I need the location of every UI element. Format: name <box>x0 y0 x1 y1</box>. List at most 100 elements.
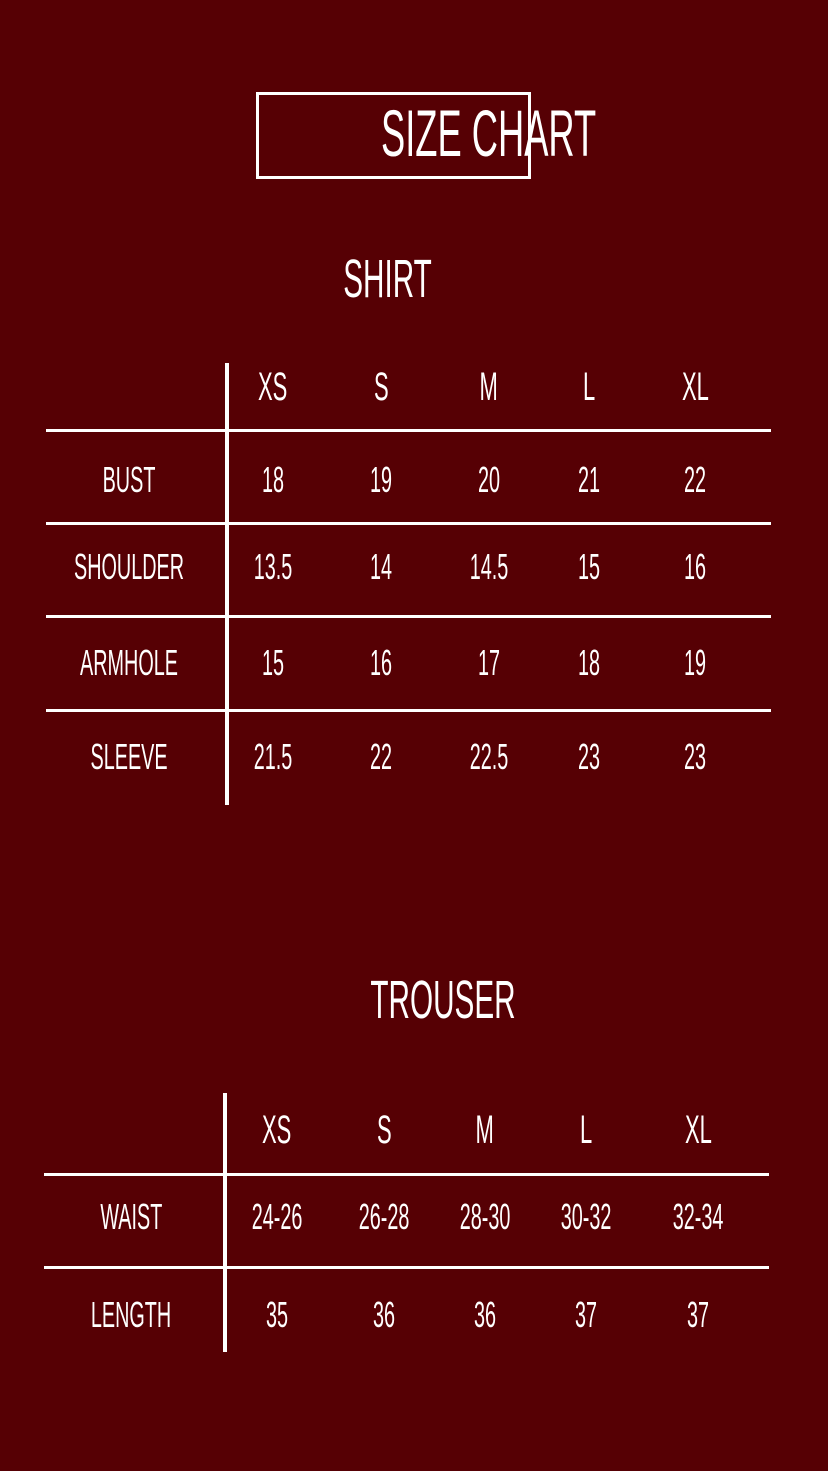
row-label: ARMHOLE <box>29 645 229 681</box>
measurement-cell: 30-32 <box>486 1199 686 1235</box>
measurement-cell-text: 28-30 <box>459 1196 511 1237</box>
measurement-cell-text: 16 <box>683 546 707 587</box>
measurement-cell: 28-30 <box>385 1199 585 1235</box>
measurement-cell: 37 <box>486 1297 686 1333</box>
size-header-text: XL <box>684 1108 712 1152</box>
measurement-cell-text: 19 <box>369 459 393 500</box>
measurement-cell-text: 36 <box>473 1294 497 1335</box>
size-header: XL <box>598 1110 798 1150</box>
size-header-text: XS <box>258 365 288 409</box>
row-label-text: WAIST <box>100 1196 162 1237</box>
measurement-cell: 36 <box>284 1297 484 1333</box>
size-header: S <box>281 367 481 407</box>
measurement-cell: 23 <box>489 739 689 775</box>
size-header: S <box>284 1110 484 1150</box>
row-label: BUST <box>29 462 229 498</box>
measurement-cell: 15 <box>173 645 373 681</box>
size-header-text: XS <box>262 1108 292 1152</box>
measurement-cell-text: 15 <box>577 546 601 587</box>
title-box <box>256 92 531 179</box>
shirt-row-divider <box>46 522 771 525</box>
shirt-column-divider <box>225 363 229 805</box>
measurement-cell-text: 24-26 <box>251 1196 303 1237</box>
row-label-text: SHOULDER <box>74 546 185 587</box>
measurement-cell: 18 <box>173 462 373 498</box>
measurement-cell: 21.5 <box>173 739 373 775</box>
row-label: SHOULDER <box>29 549 229 585</box>
measurement-cell: 21 <box>489 462 689 498</box>
measurement-cell-text: 13.5 <box>253 546 293 587</box>
row-label: WAIST <box>31 1199 231 1235</box>
measurement-cell: 20 <box>389 462 589 498</box>
trouser-column-divider <box>223 1093 227 1352</box>
size-header-text: S <box>376 1108 392 1152</box>
measurement-cell-text: 21.5 <box>253 736 293 777</box>
measurement-cell-text: 15 <box>261 642 285 683</box>
measurement-cell: 16 <box>595 549 795 585</box>
measurement-cell: 16 <box>281 645 481 681</box>
size-header-text: S <box>373 365 389 409</box>
measurement-cell: 17 <box>389 645 589 681</box>
measurement-cell-text: 22 <box>683 459 707 500</box>
row-label: LENGTH <box>31 1297 231 1333</box>
row-label-text: BUST <box>102 459 156 500</box>
measurement-cell: 19 <box>281 462 481 498</box>
measurement-cell: 14.5 <box>389 549 589 585</box>
size-header: L <box>486 1110 686 1150</box>
trouser-heading: TROUSER <box>370 970 516 1030</box>
size-header: XS <box>173 367 373 407</box>
row-label: SLEEVE <box>29 739 229 775</box>
measurement-cell-text: 37 <box>574 1294 598 1335</box>
size-header: M <box>389 367 589 407</box>
measurement-cell-text: 22 <box>369 736 393 777</box>
measurement-cell: 13.5 <box>173 549 373 585</box>
measurement-cell-text: 14.5 <box>469 546 509 587</box>
size-header-text: M <box>479 365 499 409</box>
measurement-cell: 23 <box>595 739 795 775</box>
measurement-cell-text: 14 <box>369 546 393 587</box>
size-header-text: M <box>475 1108 495 1152</box>
measurement-cell: 37 <box>598 1297 798 1333</box>
trouser-row-divider <box>44 1173 769 1176</box>
row-label-text: SLEEVE <box>90 736 168 777</box>
measurement-cell: 14 <box>281 549 481 585</box>
measurement-cell-text: 35 <box>265 1294 289 1335</box>
measurement-cell-text: 32-34 <box>672 1196 724 1237</box>
measurement-cell: 26-28 <box>284 1199 484 1235</box>
page-title: SIZE CHART <box>381 96 597 170</box>
measurement-cell-text: 19 <box>683 642 707 683</box>
measurement-cell-text: 21 <box>577 459 601 500</box>
size-header: XS <box>177 1110 377 1150</box>
trouser-row-divider <box>44 1266 769 1269</box>
shirt-row-divider <box>46 709 771 712</box>
shirt-heading: SHIRT <box>343 249 433 309</box>
measurement-cell-text: 37 <box>686 1294 710 1335</box>
measurement-cell-text: 30-32 <box>560 1196 612 1237</box>
measurement-cell: 19 <box>595 645 795 681</box>
measurement-cell: 32-34 <box>598 1199 798 1235</box>
size-header-text: XL <box>681 365 709 409</box>
size-header-text: L <box>582 365 596 409</box>
size-header: XL <box>595 367 795 407</box>
measurement-cell-text: 23 <box>683 736 707 777</box>
measurement-cell-text: 22.5 <box>469 736 509 777</box>
measurement-cell: 36 <box>385 1297 585 1333</box>
measurement-cell: 18 <box>489 645 689 681</box>
measurement-cell: 24-26 <box>177 1199 377 1235</box>
measurement-cell-text: 23 <box>577 736 601 777</box>
shirt-row-divider <box>46 615 771 618</box>
measurement-cell-text: 18 <box>261 459 285 500</box>
shirt-row-divider <box>46 429 771 432</box>
measurement-cell: 22.5 <box>389 739 589 775</box>
row-label-text: LENGTH <box>90 1294 172 1335</box>
measurement-cell: 35 <box>177 1297 377 1333</box>
size-header-text: L <box>579 1108 593 1152</box>
measurement-cell: 22 <box>595 462 795 498</box>
measurement-cell-text: 16 <box>369 642 393 683</box>
measurement-cell: 22 <box>281 739 481 775</box>
measurement-cell-text: 17 <box>477 642 501 683</box>
size-header: M <box>385 1110 585 1150</box>
row-label-text: ARMHOLE <box>80 642 178 683</box>
measurement-cell-text: 26-28 <box>358 1196 410 1237</box>
measurement-cell-text: 36 <box>372 1294 396 1335</box>
